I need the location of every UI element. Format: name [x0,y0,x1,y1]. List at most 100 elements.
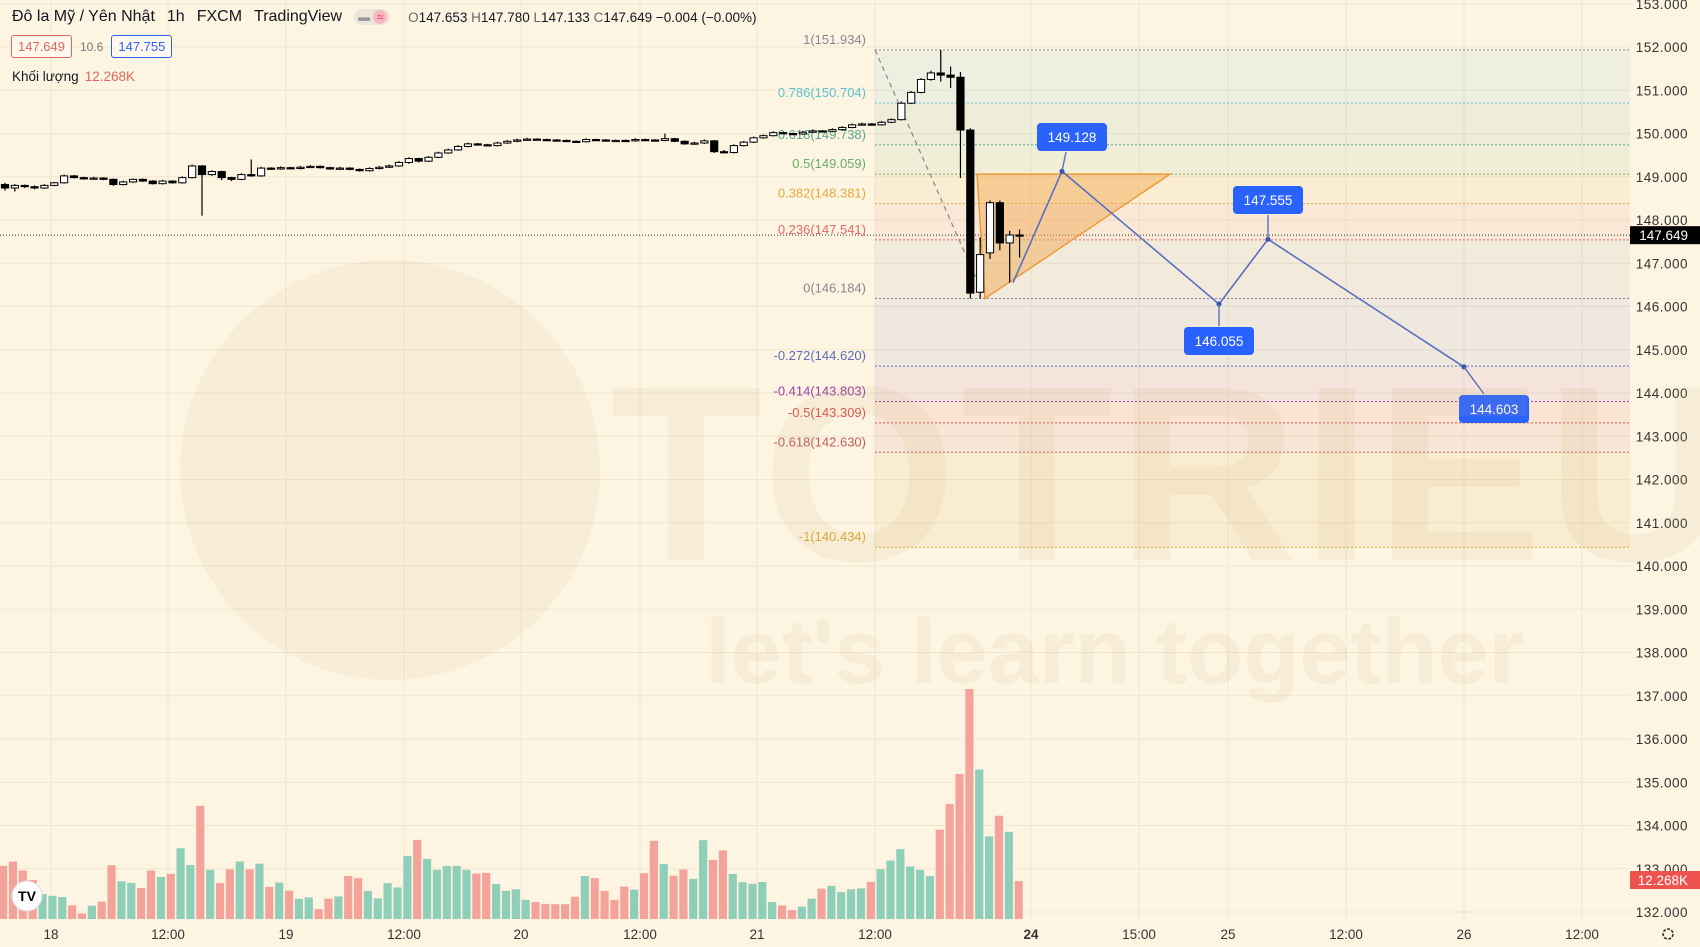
candle-body [985,202,995,254]
volume-bar [748,883,757,919]
volume-bar [215,883,225,919]
volume-tag-text: 12.268K [1638,873,1688,888]
symbol-name[interactable]: Đô la Mỹ / Yên Nhật [12,8,155,25]
volume-bar [383,883,392,919]
candle-body [877,121,886,126]
volume-bar [975,769,984,919]
fib-zone [875,103,1630,145]
volume-bar [225,869,234,919]
price-tick-label: 147.000 [1636,256,1688,271]
volume-bar [156,876,165,919]
price-label-box[interactable] [1037,123,1107,151]
fib-level-label: -0.5(143.309) [788,405,866,420]
volume-bar [422,859,432,919]
volume-bar [265,886,274,919]
volume-bar [649,840,658,919]
volume-bar [797,906,806,919]
candle-body [365,168,374,172]
volume-bar [915,869,925,919]
candle-body [463,143,473,147]
candle-body [660,138,670,141]
candle-body [641,139,650,142]
time-tick-label: 25 [1220,927,1235,942]
time-tick-label: 21 [749,927,764,942]
candle-body [690,142,699,145]
bid-ask-row: 147.649 10.6 147.755 [11,35,173,58]
candle-body [168,180,177,184]
volume-bar [294,898,303,919]
price-tick-label: 144.000 [1636,386,1688,401]
volume-bar [344,876,353,919]
volume-bar [334,896,343,919]
candle-body [89,177,98,180]
sell-price-button[interactable]: 147.649 [11,35,72,58]
volume-bar [501,890,511,919]
candle-body [591,139,601,142]
candle-body [828,129,837,132]
price-label-box[interactable] [1233,186,1303,214]
settings-gear-icon[interactable] [1662,928,1674,940]
time-axis[interactable] [0,920,1700,947]
candle-body [237,174,246,180]
candle-body [926,72,935,80]
buy-price-button[interactable]: 147.755 [111,35,173,58]
candle-body [20,184,29,188]
exchange: FXCM [196,8,243,25]
candle-body [601,139,610,142]
time-tick-label: 12:00 [1329,927,1363,942]
candle-body [178,177,187,184]
candle-body [779,132,788,135]
volume-bar [551,904,560,919]
volume-bar [1004,831,1013,919]
volume-bar [304,897,313,919]
candle-body [148,180,157,185]
price-label-box[interactable] [1459,395,1529,423]
market-status-toggle[interactable]: ▬ ≈ [354,9,391,25]
volume-bar [107,865,116,919]
fib-level-label: 0(146.184) [803,281,866,296]
fib-zone [875,401,1630,423]
interval[interactable]: 1h [166,8,185,25]
volume-bar [117,881,126,919]
volume-bar [511,889,520,919]
candle-body [946,74,955,78]
candle-body [385,165,394,168]
time-tick-label: 12:00 [623,927,657,942]
price-tick-label: 135.000 [1636,775,1688,790]
candle-body [710,140,719,153]
candle-body [493,142,502,147]
candle-body [503,140,512,144]
tradingview-logo[interactable] [11,880,43,912]
triangle-pattern[interactable] [976,173,1173,300]
candle-body [611,139,620,143]
candle-body [907,91,916,104]
candle-body [306,165,315,169]
price-tick-label: 142.000 [1636,473,1688,488]
fib-level-label: -0.618(142.630) [773,434,866,449]
volume-bar [699,840,708,919]
candle-body [582,139,591,143]
time-tick-label: 12:00 [387,927,421,942]
volume-bar [807,898,816,919]
price-label-box[interactable] [1184,327,1254,355]
candle-body [759,135,768,139]
candle-body [769,132,778,137]
candle-body [197,165,207,176]
volume-bar [373,898,382,919]
volume-bar [363,890,373,919]
price-tick-label: 148.000 [1636,213,1688,228]
volume-bar [758,881,767,919]
candle-body [434,152,443,158]
time-tick-label: 15:00 [1122,927,1156,942]
candle-body [838,126,847,131]
fib-zone [875,452,1630,548]
volume-bar [718,850,727,919]
candle-body [473,143,482,146]
price-axis[interactable] [1630,0,1700,947]
time-tick-label: 12:00 [1565,927,1599,942]
candle-body [10,184,19,189]
candle-body [680,140,689,145]
volume-bar [925,876,935,919]
volume-legend: Khối lượng 12.268K [12,69,135,84]
